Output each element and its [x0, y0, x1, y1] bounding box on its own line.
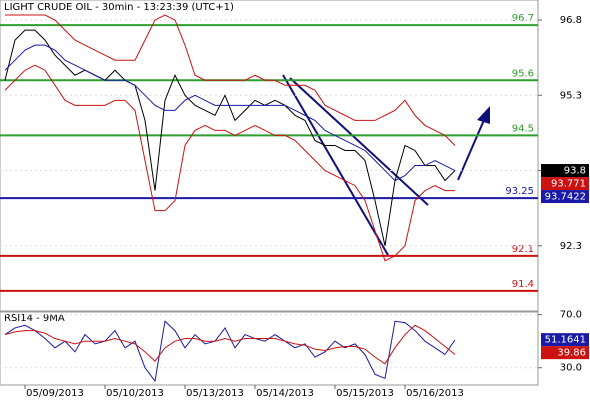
- level-label: 95.6: [512, 68, 534, 79]
- rsi-title: RSI14 - 9MA: [4, 313, 65, 324]
- x-tick-label: 05/10/2013: [106, 388, 164, 399]
- level-label: 93.25: [505, 186, 534, 197]
- x-tick-label: 05/14/2013: [256, 388, 314, 399]
- series-line: [4, 44, 456, 182]
- x-tick-label: 05/16/2013: [406, 388, 464, 399]
- rsi-panel: [0, 311, 539, 386]
- trend-line: [282, 74, 389, 256]
- series-line: [5, 14, 456, 146]
- trend-line: [289, 77, 429, 206]
- y-tick-label: 30.0: [560, 363, 582, 374]
- level-label: 91.4: [512, 279, 534, 290]
- price-tag-label: 93.8: [564, 166, 586, 177]
- level-label: 96.7: [512, 13, 534, 24]
- series-line: [4, 29, 456, 246]
- chart-title: LIGHT CRUDE OIL - 30min - 13:23:39 (UTC+…: [4, 2, 234, 13]
- arrow-shaft: [457, 119, 485, 181]
- price-tag: [541, 333, 589, 347]
- price-tag-label: 93.7422: [545, 192, 586, 203]
- forecast-arrow: [457, 106, 490, 181]
- series-line: [4, 320, 456, 383]
- y-tick-label: 70.0: [560, 310, 582, 321]
- series-line: [4, 64, 455, 262]
- price-tag: [541, 346, 589, 360]
- price-tag: [541, 164, 589, 178]
- price-tag-label: 93.771: [551, 179, 586, 190]
- x-tick-label: 05/15/2013: [336, 388, 394, 399]
- price-panel: [0, 0, 539, 312]
- y-tick-label: 95.3: [560, 90, 582, 101]
- level-label: 94.5: [512, 123, 534, 134]
- price-tag: [541, 190, 589, 204]
- level-label: 92.1: [512, 244, 534, 255]
- price-tag: [541, 177, 589, 191]
- x-tick-label: 05/13/2013: [186, 388, 244, 399]
- x-tick-label: 05/09/2013: [26, 388, 84, 399]
- y-tick-label: 92.3: [560, 241, 582, 252]
- trend-channel: [282, 74, 429, 256]
- arrow-head: [477, 106, 490, 124]
- price-tag-label: 39.86: [557, 348, 586, 359]
- y-tick-label: 96.8: [560, 15, 582, 26]
- price-tag-label: 51.1641: [545, 335, 586, 346]
- series-line: [4, 324, 456, 365]
